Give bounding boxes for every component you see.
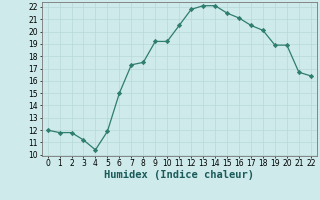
X-axis label: Humidex (Indice chaleur): Humidex (Indice chaleur) [104, 170, 254, 180]
